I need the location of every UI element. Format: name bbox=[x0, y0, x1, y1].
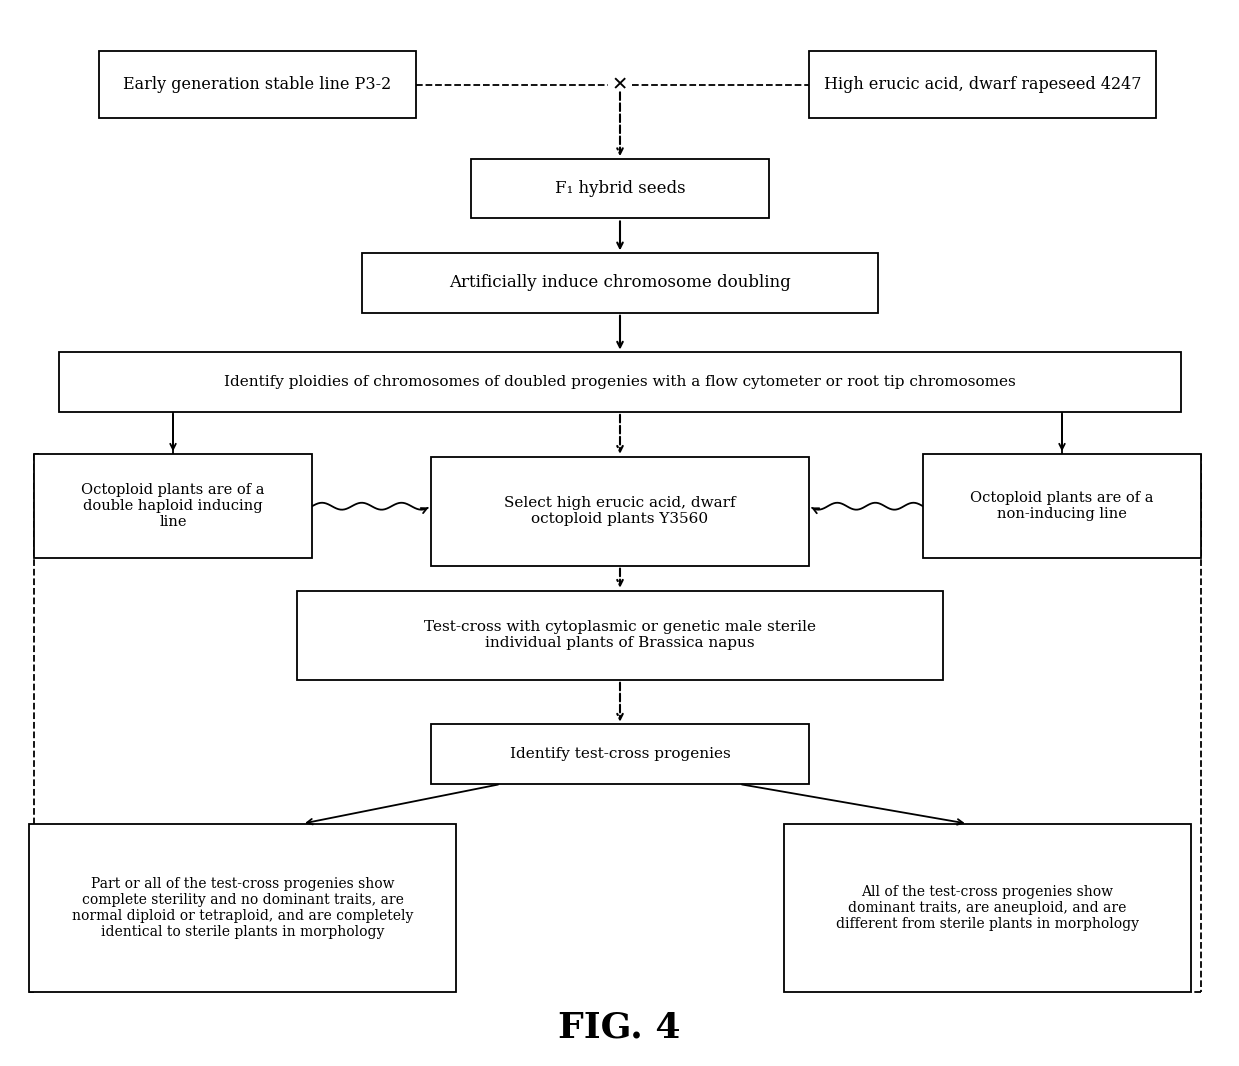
FancyBboxPatch shape bbox=[784, 824, 1191, 992]
FancyBboxPatch shape bbox=[362, 254, 878, 312]
Text: All of the test-cross progenies show
dominant traits, are aneuploid, and are
dif: All of the test-cross progenies show dom… bbox=[836, 885, 1139, 932]
Text: Artificially induce chromosome doubling: Artificially induce chromosome doubling bbox=[449, 274, 790, 291]
FancyBboxPatch shape bbox=[809, 51, 1156, 118]
FancyBboxPatch shape bbox=[923, 454, 1201, 559]
FancyBboxPatch shape bbox=[431, 725, 809, 784]
Text: Test-cross with cytoplasmic or genetic male sterile
individual plants of Brassic: Test-cross with cytoplasmic or genetic m… bbox=[424, 620, 817, 650]
Text: ✕: ✕ bbox=[612, 75, 628, 94]
Text: Part or all of the test-cross progenies show
complete sterility and no dominant : Part or all of the test-cross progenies … bbox=[72, 876, 414, 939]
FancyBboxPatch shape bbox=[431, 456, 809, 566]
FancyBboxPatch shape bbox=[297, 591, 943, 680]
Text: FIG. 4: FIG. 4 bbox=[559, 1011, 680, 1044]
Text: Early generation stable line P3-2: Early generation stable line P3-2 bbox=[124, 76, 392, 93]
Text: Octoploid plants are of a
non-inducing line: Octoploid plants are of a non-inducing l… bbox=[970, 491, 1154, 521]
FancyBboxPatch shape bbox=[471, 159, 769, 219]
Text: Identify ploidies of chromosomes of doubled progenies with a flow cytometer or r: Identify ploidies of chromosomes of doub… bbox=[224, 375, 1016, 389]
Text: F₁ hybrid seeds: F₁ hybrid seeds bbox=[555, 180, 685, 197]
FancyBboxPatch shape bbox=[99, 51, 416, 118]
FancyBboxPatch shape bbox=[28, 824, 456, 992]
Text: Select high erucic acid, dwarf
octoploid plants Y3560: Select high erucic acid, dwarf octoploid… bbox=[504, 496, 736, 527]
FancyBboxPatch shape bbox=[58, 353, 1181, 411]
Text: Identify test-cross progenies: Identify test-cross progenies bbox=[509, 747, 730, 761]
Text: Octoploid plants are of a
double haploid inducing
line: Octoploid plants are of a double haploid… bbox=[82, 483, 265, 530]
Text: High erucic acid, dwarf rapeseed 4247: High erucic acid, dwarf rapeseed 4247 bbox=[824, 76, 1141, 93]
FancyBboxPatch shape bbox=[33, 454, 312, 559]
